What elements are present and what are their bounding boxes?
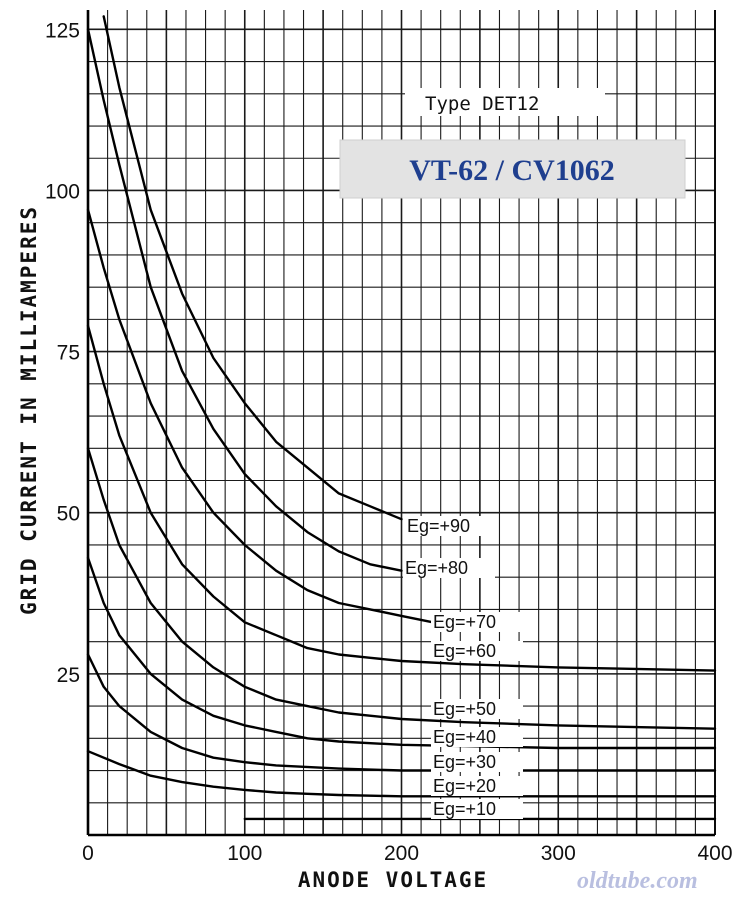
y-tick-label: 75 [57, 342, 80, 365]
y-tick-label: 50 [57, 503, 80, 526]
curve-label-bg [405, 516, 497, 536]
y-tick-label: 125 [45, 19, 80, 42]
curve-label-bg [431, 727, 523, 747]
curve-line [86, 324, 717, 672]
x-tick-label: 400 [697, 842, 732, 865]
x-tick-label: 0 [82, 842, 94, 865]
watermark: oldtube.com [577, 868, 698, 894]
curve-label-bg [431, 752, 523, 772]
chart-title: VT-62 / CV1062 [409, 154, 615, 187]
curve-label-bg [403, 558, 495, 578]
type-label-bg [405, 88, 605, 116]
curve-label-bg [431, 612, 523, 632]
grid-lines [87, 10, 716, 836]
curve-line [86, 208, 435, 624]
plot-frame [86, 10, 716, 837]
curve-label: Eg=+20 [433, 776, 496, 796]
curve-line [86, 750, 717, 798]
tick-labels: 0 100 200 300 400 25 50 75 100 125 [45, 19, 733, 865]
curve-line [86, 447, 717, 730]
curve-label: Eg=+40 [433, 727, 496, 747]
curve-label: Eg=+30 [433, 752, 496, 772]
type-label: Type DET12 [425, 93, 539, 115]
curve-label: Eg=+70 [433, 612, 496, 632]
curve-label: Eg=+60 [433, 641, 496, 661]
y-tick-label: 25 [57, 664, 80, 687]
x-tick-label: 100 [227, 842, 262, 865]
curve-line [102, 15, 403, 521]
curve-label-bg [431, 699, 523, 719]
curve-label: Eg=+50 [433, 699, 496, 719]
x-axis-title: ANODE VOLTAGE [298, 868, 488, 892]
curve-label-bg [431, 776, 523, 796]
x-tick-label: 300 [541, 842, 576, 865]
x-tick-label: 200 [384, 842, 419, 865]
curve-line [86, 28, 403, 572]
y-tick-label: 100 [45, 180, 80, 203]
y-axis-title: GRID CURRENT IN MILLIAMPERES [17, 205, 41, 615]
curve-label: Eg=+90 [407, 516, 470, 536]
curve-label-bg [431, 641, 523, 661]
curve-label-bg [431, 799, 523, 819]
curve-label: Eg=+80 [405, 558, 468, 578]
curve-labels: Eg=+90 Eg=+80 Eg=+70 Eg=+60 Eg=+50 Eg=+40 Eg=+… [403, 516, 523, 819]
title-box [339, 139, 686, 199]
curve-label: Eg=+10 [433, 799, 496, 819]
